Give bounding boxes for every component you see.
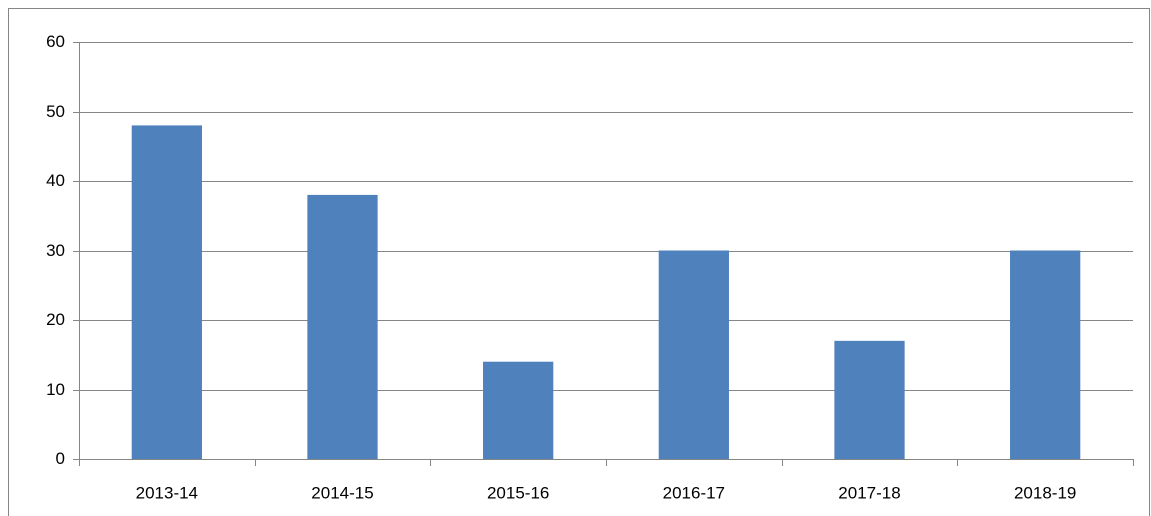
y-tick-label: 10	[46, 380, 65, 399]
y-tick-label: 30	[46, 241, 65, 260]
bar	[1010, 250, 1081, 459]
x-tick-label: 2014-15	[311, 483, 373, 502]
chart-border	[8, 8, 1150, 516]
x-tick-label: 2018-19	[1014, 483, 1076, 502]
y-tick-label: 60	[46, 32, 65, 51]
bar	[834, 340, 905, 459]
bar	[131, 125, 202, 460]
y-tick-label: 0	[56, 449, 65, 468]
y-tick-label: 40	[46, 171, 65, 190]
x-tick-label: 2016-17	[663, 483, 725, 502]
bar	[483, 361, 554, 459]
y-tick-label: 50	[46, 102, 65, 121]
y-tick-label: 20	[46, 310, 65, 329]
x-tick-label: 2015-16	[487, 483, 549, 502]
bar	[307, 194, 378, 459]
bar	[658, 250, 729, 459]
x-tick-label: 2017-18	[838, 483, 900, 502]
x-tick-label: 2013-14	[136, 483, 198, 502]
